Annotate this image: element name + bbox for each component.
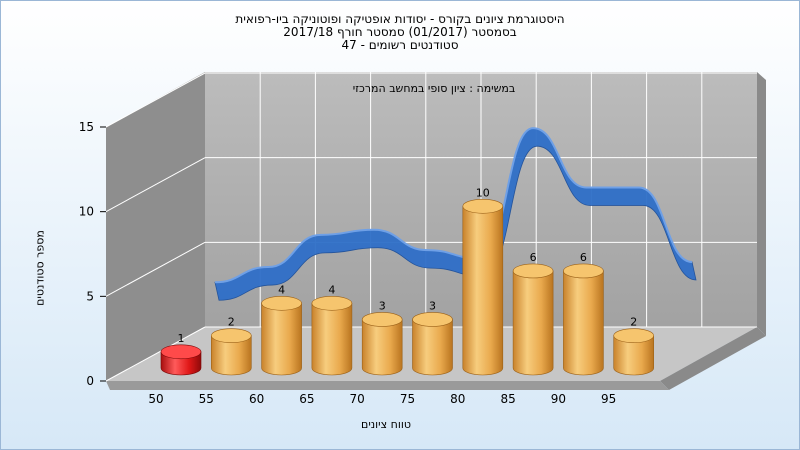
x-axis-ticks: 50 55 60 65 70 75 80 85 90 95 xyxy=(148,392,616,406)
bar-top xyxy=(512,263,554,279)
chart-title-line-3: סטודנטים רשומים - 47 xyxy=(341,38,459,52)
bar-top xyxy=(261,296,302,311)
bar: 3 xyxy=(412,299,453,376)
bar-top xyxy=(613,328,655,343)
y-tick-label: 0 xyxy=(86,374,94,388)
y-tick-label: 10 xyxy=(79,205,94,219)
bar: 4 xyxy=(311,283,353,376)
bar-value-label: 4 xyxy=(278,283,285,296)
bar-body xyxy=(613,335,654,376)
side-wall xyxy=(106,72,205,381)
side-grid-line xyxy=(105,326,206,382)
bar: 6 xyxy=(563,251,604,376)
bar-value-label: 2 xyxy=(630,316,637,329)
floor-edge xyxy=(660,327,766,390)
bar-body xyxy=(462,205,504,376)
side-grid-line xyxy=(105,157,206,213)
bar-value-label: 6 xyxy=(580,251,587,264)
bars: 1 2 4 4 3 3 10 6 6 2 xyxy=(160,186,655,376)
x-tick-label: 60 xyxy=(249,392,264,406)
x-tick-label: 80 xyxy=(450,392,465,406)
bar-body xyxy=(261,303,302,376)
side-grid-line xyxy=(105,241,206,297)
chart-title-line-2: בסמסטר (01/2017) סמסטר חורף 2017/18 xyxy=(283,25,517,39)
back-wall-shadow xyxy=(757,72,766,336)
x-tick-label: 70 xyxy=(350,392,365,406)
bar-body xyxy=(563,270,604,376)
bar-body xyxy=(412,319,453,376)
y-tick-label: 5 xyxy=(86,289,94,303)
bar: 2 xyxy=(613,316,655,376)
bar: 6 xyxy=(512,251,554,376)
bar: 1 xyxy=(160,332,202,376)
bar-body xyxy=(311,303,353,376)
bar-top xyxy=(311,296,353,311)
bar-value-label: 4 xyxy=(328,283,335,296)
chart-title-line-1: היסטוגרמת ציונים בקורס - יסודות אופטיקה … xyxy=(235,12,565,26)
bar-value-label: 6 xyxy=(530,251,537,264)
y-tick-label: 15 xyxy=(79,120,94,134)
side-grid-line xyxy=(105,72,206,128)
bar-top xyxy=(160,344,202,360)
x-tick-label: 90 xyxy=(551,392,566,406)
bar: 3 xyxy=(361,299,403,376)
x-tick-label: 95 xyxy=(601,392,616,406)
bar-top xyxy=(563,263,604,279)
bar: 4 xyxy=(261,283,302,376)
x-tick-label: 65 xyxy=(299,392,314,406)
x-axis-label: טווח ציונים xyxy=(361,418,411,431)
bar-top xyxy=(412,312,453,327)
bar-value-label: 2 xyxy=(228,316,235,329)
x-tick-label: 55 xyxy=(199,392,214,406)
bar-top xyxy=(211,328,252,343)
bar-value-label: 10 xyxy=(476,186,490,199)
x-tick-label: 85 xyxy=(500,392,515,406)
bar-value-label: 3 xyxy=(429,299,436,312)
bar: 10 xyxy=(462,186,504,376)
x-tick-label: 50 xyxy=(148,392,163,406)
floor-front-edge xyxy=(106,381,669,390)
chart-annotation: במשימה : ציון סופי במחשב המרכזי xyxy=(353,82,516,95)
x-tick-label: 75 xyxy=(400,392,415,406)
y-axis-ticks: 0 5 10 15 xyxy=(79,120,106,388)
bar-top xyxy=(361,312,403,327)
bar-body xyxy=(211,335,252,376)
bar-body xyxy=(512,270,554,376)
bar-value-label: 3 xyxy=(379,299,386,312)
bar-body xyxy=(361,319,403,376)
bar-top xyxy=(462,198,504,214)
bar-value-label: 1 xyxy=(178,332,185,345)
bar: 2 xyxy=(211,316,252,376)
